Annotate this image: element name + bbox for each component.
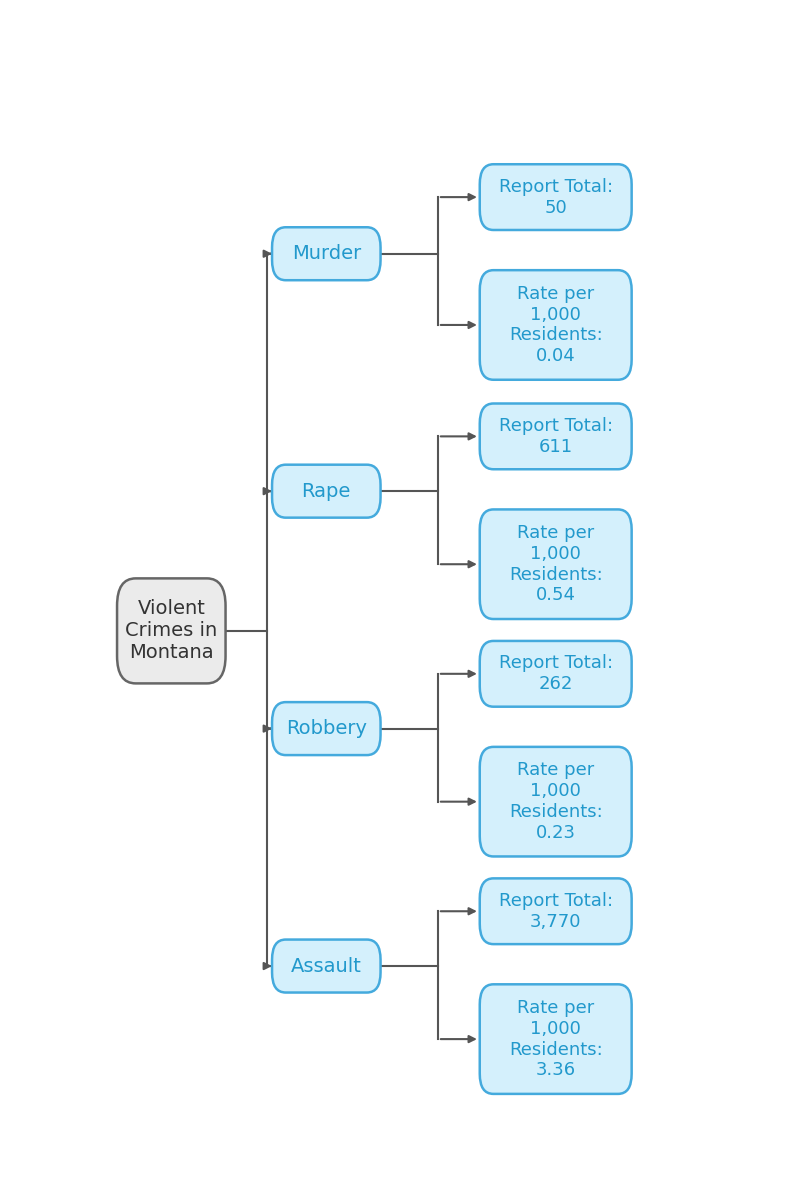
Text: Report Total:
262: Report Total: 262 bbox=[498, 655, 613, 693]
FancyBboxPatch shape bbox=[480, 984, 632, 1093]
FancyBboxPatch shape bbox=[272, 939, 381, 993]
Text: Violent
Crimes in
Montana: Violent Crimes in Montana bbox=[125, 599, 218, 663]
FancyBboxPatch shape bbox=[480, 403, 632, 470]
FancyBboxPatch shape bbox=[480, 640, 632, 707]
Text: Report Total:
611: Report Total: 611 bbox=[498, 417, 613, 455]
FancyBboxPatch shape bbox=[480, 510, 632, 619]
FancyBboxPatch shape bbox=[480, 164, 632, 230]
Text: Rate per
1,000
Residents:
0.04: Rate per 1,000 Residents: 0.04 bbox=[509, 285, 602, 365]
Text: Rate per
1,000
Residents:
0.54: Rate per 1,000 Residents: 0.54 bbox=[509, 524, 602, 605]
Text: Report Total:
3,770: Report Total: 3,770 bbox=[498, 892, 613, 931]
FancyBboxPatch shape bbox=[480, 879, 632, 944]
FancyBboxPatch shape bbox=[272, 702, 381, 755]
Text: Assault: Assault bbox=[291, 957, 362, 976]
Text: Robbery: Robbery bbox=[286, 719, 366, 738]
Text: Rate per
1,000
Residents:
3.36: Rate per 1,000 Residents: 3.36 bbox=[509, 999, 602, 1079]
Text: Rape: Rape bbox=[302, 482, 351, 500]
Text: Murder: Murder bbox=[292, 244, 361, 263]
FancyBboxPatch shape bbox=[480, 270, 632, 380]
FancyBboxPatch shape bbox=[117, 579, 226, 683]
FancyBboxPatch shape bbox=[272, 228, 381, 280]
Text: Report Total:
50: Report Total: 50 bbox=[498, 178, 613, 217]
FancyBboxPatch shape bbox=[272, 465, 381, 517]
FancyBboxPatch shape bbox=[480, 747, 632, 856]
Text: Rate per
1,000
Residents:
0.23: Rate per 1,000 Residents: 0.23 bbox=[509, 761, 602, 842]
